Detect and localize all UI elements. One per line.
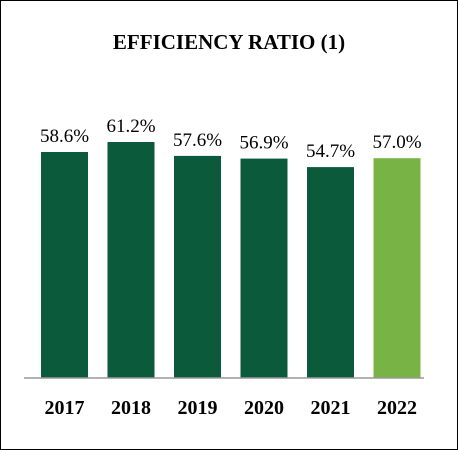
data-label-2022: 57.0% [372, 132, 421, 153]
bar-2022 [373, 158, 421, 378]
data-label-2020: 56.9% [239, 133, 288, 154]
data-label-2019: 57.6% [173, 130, 222, 151]
bar-2019 [174, 155, 221, 378]
bar-2018 [107, 142, 155, 378]
data-label-2021: 54.7% [306, 141, 355, 162]
data-label-2018: 61.2% [106, 116, 155, 137]
x-tick-label-2019: 2019 [178, 397, 218, 419]
x-tick-label-2018: 2018 [111, 397, 151, 419]
x-tick-label-2020: 2020 [244, 397, 284, 419]
x-tick-label-2021: 2021 [311, 397, 351, 419]
x-tick-labels-group: 2017 2018 2019 2020 2021 2022 [45, 397, 418, 419]
x-tick-label-2017: 2017 [45, 397, 85, 419]
x-tick-label-2022: 2022 [377, 397, 417, 419]
bar-2020 [240, 158, 288, 378]
chart-title: EFFICIENCY RATIO (1) [113, 30, 345, 54]
data-labels-group: 58.6% 61.2% 57.6% 56.9% 54.7% 57.0% [40, 116, 422, 162]
data-label-2017: 58.6% [40, 126, 89, 147]
bars-group [41, 142, 421, 378]
bar-2021 [307, 167, 354, 378]
bar-2017 [41, 152, 88, 378]
